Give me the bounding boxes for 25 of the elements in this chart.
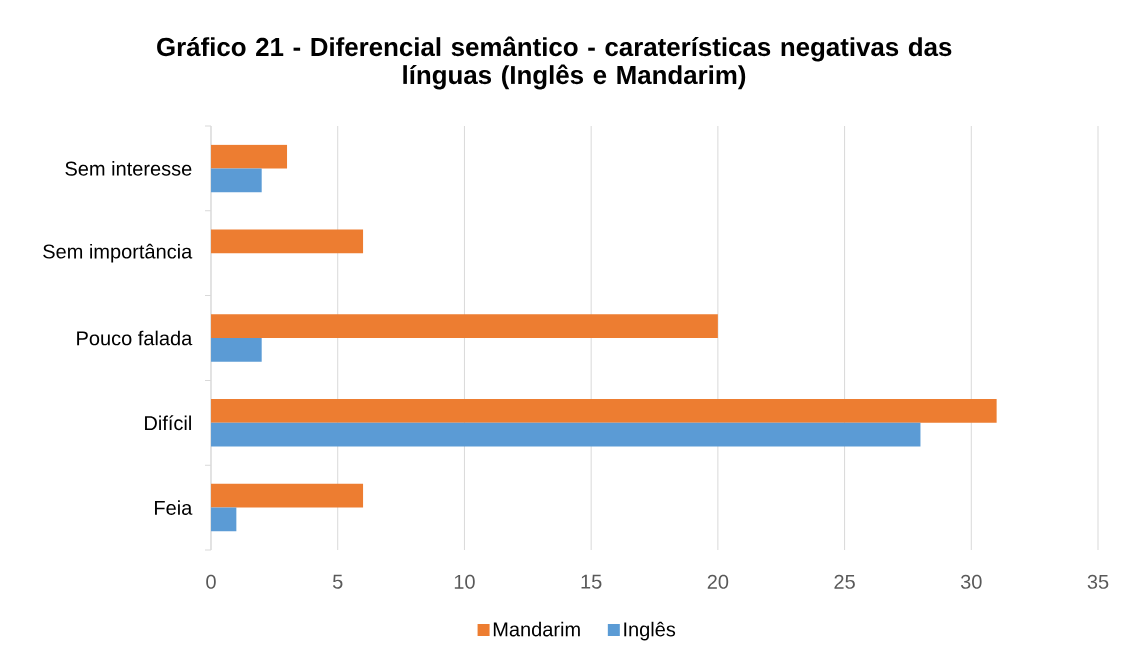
bar bbox=[211, 338, 262, 362]
bar bbox=[211, 422, 921, 447]
x-tick-label: 5 bbox=[332, 574, 343, 589]
bar bbox=[211, 314, 718, 338]
bar bbox=[211, 144, 288, 169]
y-tick-label: Sem interesse bbox=[65, 161, 192, 176]
legend-label: Inglês bbox=[624, 621, 676, 641]
x-tick-label: 20 bbox=[707, 574, 729, 589]
bar bbox=[211, 483, 364, 508]
y-tick-label: Difícil bbox=[145, 415, 191, 431]
x-tick-label: 0 bbox=[206, 574, 216, 589]
x-tick-label: 25 bbox=[834, 574, 855, 589]
x-tick-label: 30 bbox=[960, 574, 982, 589]
legend-label: Mandarim bbox=[493, 621, 580, 637]
x-tick-label: 10 bbox=[454, 574, 475, 589]
chart-title: Gráfico 21 - Diferencial semântico - caraterísticas negativas das línguas (Inglês e Mandarim) bbox=[157, 36, 952, 90]
bar bbox=[211, 168, 262, 193]
bar bbox=[211, 507, 237, 532]
y-tick-label: Pouco falada bbox=[77, 330, 193, 346]
bar bbox=[211, 229, 364, 254]
y-tick-label: Feia bbox=[155, 500, 193, 515]
y-tick-label: Sem importância bbox=[43, 243, 193, 263]
x-tick-label: 15 bbox=[581, 574, 602, 589]
x-tick-label: 35 bbox=[1087, 574, 1109, 589]
bar bbox=[211, 399, 997, 423]
